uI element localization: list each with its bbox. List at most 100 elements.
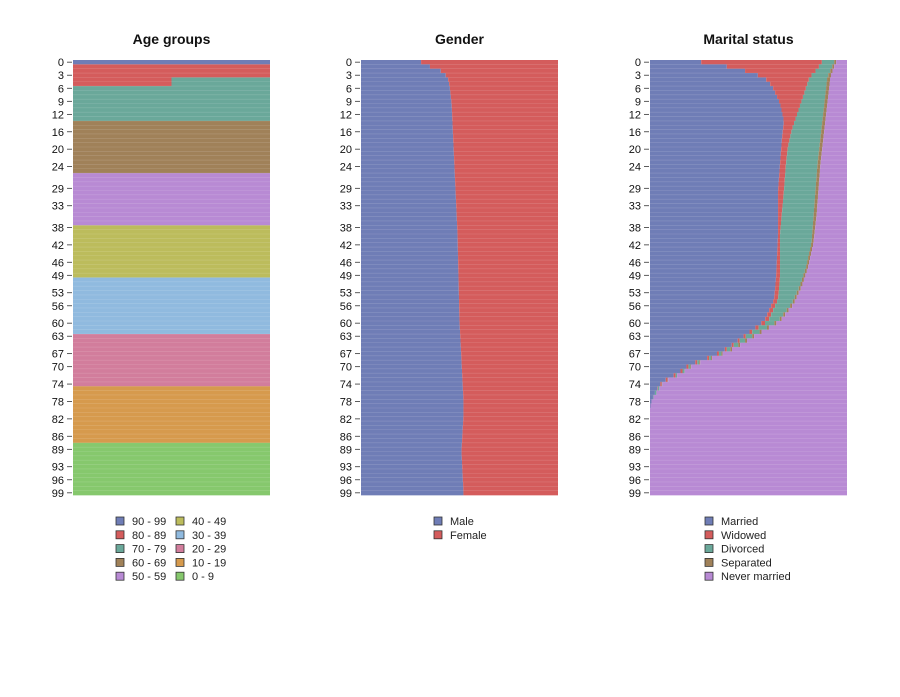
mark-male-row-69 [361, 360, 462, 365]
mark-divorced-row-45 [780, 255, 809, 261]
mark-never-married-row-45 [810, 255, 847, 261]
mark-50-59-row-28 [73, 181, 270, 187]
legend-label: Male [450, 516, 474, 528]
y-tick-label: 82 [52, 414, 64, 426]
mark-male-row-50 [361, 277, 459, 283]
mark-married-row-54 [650, 294, 775, 300]
mark-married-row-63 [650, 334, 744, 339]
chart-marks [73, 60, 270, 496]
mark-divorced-row-9 [801, 99, 825, 104]
y-tick-label: 67 [52, 349, 64, 361]
mark-widowed-row-56 [771, 303, 776, 309]
mark-divorced-row-16 [791, 129, 822, 135]
mark-separated-row-68 [711, 355, 713, 361]
mark-married-row-33 [650, 203, 779, 209]
y-tick-label: 20 [52, 144, 64, 156]
mark-married-row-11 [650, 107, 782, 113]
y-tick-label: 63 [52, 331, 64, 343]
mark-divorced-row-20 [787, 147, 820, 152]
mark-separated-row-69 [699, 360, 701, 365]
mark-never-married-row-44 [811, 251, 847, 257]
legend-label: 30 - 39 [192, 530, 226, 542]
y-tick-label: 9 [635, 96, 641, 108]
mark-20-29-row-70 [73, 364, 270, 370]
mark-female-row-50 [458, 277, 558, 283]
mark-60-69-row-19 [73, 142, 270, 148]
chart-title: Age groups [133, 31, 211, 47]
mark-female-row-43 [457, 247, 558, 252]
mark-never-married-row-39 [814, 229, 847, 235]
mark-male-row-41 [361, 238, 458, 244]
mark-widowed-row-27 [778, 177, 785, 183]
mark-female-row-28 [455, 181, 558, 187]
y-tick-label: 99 [340, 488, 352, 500]
mark-50-59-row-31 [73, 194, 270, 200]
mark-female-row-3 [445, 73, 558, 78]
mark-never-married-row-13 [825, 116, 847, 122]
mark-separated-row-47 [806, 264, 809, 270]
mark-60-69-row-16 [73, 129, 270, 135]
mark-60-69-row-22 [73, 155, 270, 161]
mark-female-row-4 [448, 77, 558, 83]
mark-60-69-row-20 [73, 147, 270, 152]
mark-female-row-82 [463, 416, 558, 422]
mark-male-row-84 [361, 425, 463, 431]
mark-widowed-row-10 [780, 103, 800, 109]
mark-male-row-37 [361, 220, 458, 226]
mark-never-married-row-35 [816, 212, 847, 217]
mark-male-row-16 [361, 129, 453, 135]
mark-0-9-row-91 [73, 455, 270, 461]
mark-separated-row-65 [738, 342, 741, 348]
mark-widowed-row-19 [781, 142, 789, 148]
legend-swatch [704, 544, 714, 553]
mark-never-married-row-77 [653, 394, 847, 400]
legend-swatch [115, 544, 125, 553]
mark-never-married-row-10 [827, 103, 847, 109]
mark-female-row-64 [460, 338, 559, 344]
mark-widowed-row-57 [769, 307, 774, 313]
mark-never-married-row-4 [830, 77, 847, 83]
y-tick-label: 96 [629, 475, 641, 487]
mark-married-row-56 [650, 303, 772, 309]
y-tick-label: 60 [52, 318, 64, 330]
mark-widowed-row-33 [778, 203, 783, 209]
legend-swatch [704, 516, 714, 526]
mark-50-59-row-30 [73, 190, 270, 196]
mark-separated-row-8 [825, 94, 829, 100]
mark-never-married-row-11 [826, 107, 847, 113]
mark-male-row-51 [361, 281, 459, 287]
mark-never-married-row-49 [805, 273, 847, 278]
mark-male-row-45 [361, 255, 459, 261]
mark-separated-row-45 [808, 255, 811, 261]
mark-divorced-row-48 [780, 268, 805, 274]
mark-never-married-row-27 [819, 177, 847, 183]
legend-label: Separated [721, 557, 772, 569]
mark-divorced-row-72 [675, 373, 678, 378]
mark-female-row-7 [450, 90, 558, 96]
mark-never-married-row-41 [813, 238, 847, 244]
mark-male-row-97 [361, 481, 464, 487]
mark-30-39-row-53 [73, 290, 270, 296]
mark-widowed-row-12 [782, 112, 798, 117]
mark-separated-row-10 [824, 103, 828, 109]
mark-female-row-36 [456, 216, 558, 222]
mark-never-married-row-47 [808, 264, 847, 270]
mark-married-row-48 [650, 268, 777, 274]
mark-20-29-row-73 [73, 377, 270, 383]
mark-widowed-row-55 [773, 299, 778, 304]
mark-never-married-row-60 [776, 321, 847, 326]
y-tick-label: 74 [629, 379, 641, 391]
legend-swatch [704, 571, 714, 581]
mark-60-69-row-15 [73, 125, 270, 130]
mark-widowed-row-42 [777, 242, 781, 248]
mark-male-row-24 [361, 164, 455, 170]
mark-20-29-row-67 [73, 351, 270, 357]
legend-swatch [704, 530, 714, 540]
mark-female-row-6 [449, 86, 558, 91]
legend-label: Divorced [721, 544, 764, 556]
mark-40-49-row-38 [73, 225, 270, 230]
mark-widowed-row-28 [778, 181, 785, 187]
mark-widowed-row-72 [673, 373, 676, 378]
mark-male-row-59 [361, 316, 460, 322]
